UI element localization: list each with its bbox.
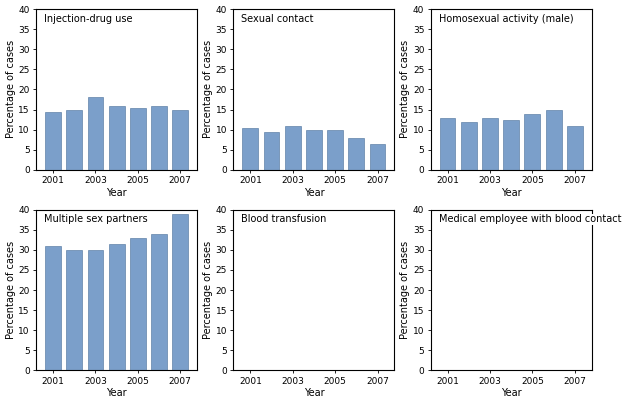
- Bar: [348, 138, 364, 170]
- Bar: [88, 250, 103, 370]
- Bar: [503, 120, 519, 170]
- Bar: [109, 105, 124, 170]
- Y-axis label: Percentage of cases: Percentage of cases: [400, 40, 410, 139]
- Text: Medical employee with blood contact: Medical employee with blood contact: [438, 215, 621, 225]
- Bar: [306, 130, 322, 170]
- Y-axis label: Percentage of cases: Percentage of cases: [203, 241, 213, 339]
- Bar: [66, 109, 82, 170]
- Bar: [45, 246, 61, 370]
- Bar: [461, 122, 477, 170]
- Bar: [130, 107, 146, 170]
- Bar: [263, 132, 279, 170]
- Bar: [440, 118, 456, 170]
- Bar: [285, 126, 301, 170]
- Bar: [545, 109, 562, 170]
- X-axis label: Year: Year: [501, 388, 522, 398]
- Text: Homosexual activity (male): Homosexual activity (male): [438, 14, 573, 24]
- Bar: [45, 112, 61, 170]
- X-axis label: Year: Year: [106, 188, 127, 198]
- Bar: [172, 214, 188, 370]
- Y-axis label: Percentage of cases: Percentage of cases: [400, 241, 410, 339]
- Bar: [66, 250, 82, 370]
- Y-axis label: Percentage of cases: Percentage of cases: [6, 241, 15, 339]
- Text: Sexual contact: Sexual contact: [242, 14, 314, 24]
- X-axis label: Year: Year: [304, 388, 324, 398]
- Bar: [88, 97, 103, 170]
- Bar: [327, 130, 343, 170]
- Y-axis label: Percentage of cases: Percentage of cases: [6, 40, 15, 139]
- Bar: [242, 128, 258, 170]
- Bar: [524, 114, 540, 170]
- X-axis label: Year: Year: [501, 188, 522, 198]
- Y-axis label: Percentage of cases: Percentage of cases: [203, 40, 213, 139]
- Bar: [172, 109, 188, 170]
- X-axis label: Year: Year: [106, 388, 127, 398]
- Bar: [482, 118, 498, 170]
- Text: Multiple sex partners: Multiple sex partners: [44, 215, 148, 225]
- Bar: [370, 144, 385, 170]
- Text: Blood transfusion: Blood transfusion: [242, 215, 327, 225]
- Bar: [109, 244, 124, 370]
- Bar: [151, 234, 167, 370]
- X-axis label: Year: Year: [304, 188, 324, 198]
- Bar: [130, 238, 146, 370]
- Bar: [567, 126, 583, 170]
- Text: Injection-drug use: Injection-drug use: [44, 14, 133, 24]
- Bar: [151, 105, 167, 170]
